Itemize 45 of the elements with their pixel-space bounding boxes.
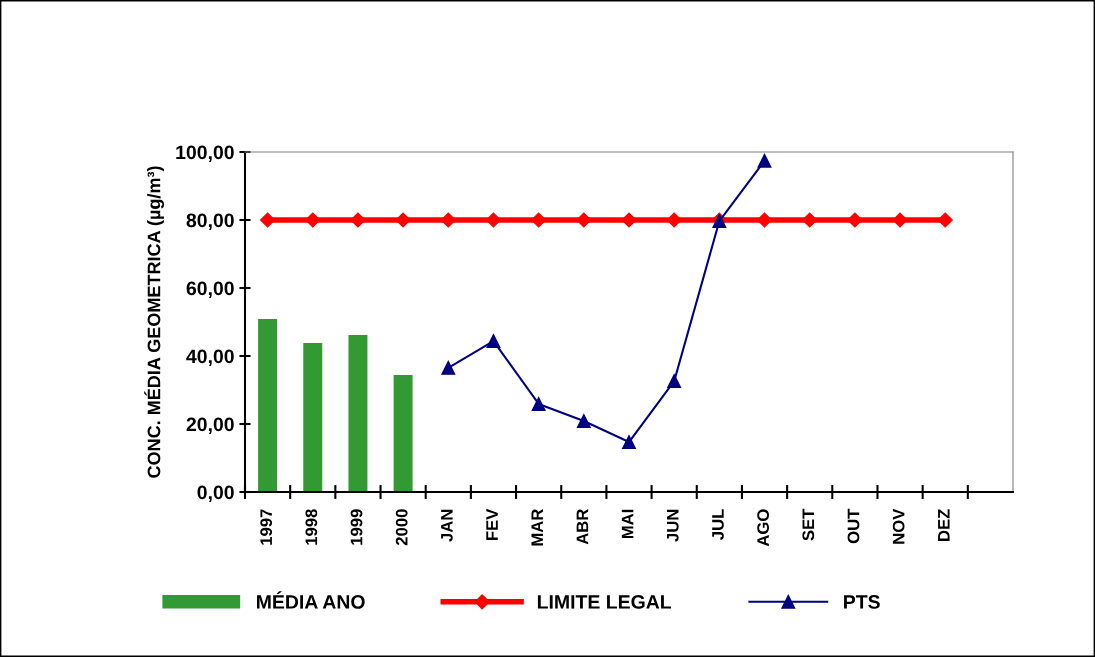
x-tick-label: SET: [802, 508, 815, 541]
point: [937, 212, 953, 228]
point: [395, 212, 411, 228]
point: [576, 413, 591, 428]
x-tick-label: 1998: [305, 509, 318, 545]
x-tick-label: ABR: [576, 509, 589, 545]
point: [531, 212, 547, 228]
x-tick-label: FEV: [486, 508, 498, 540]
point: [757, 153, 772, 168]
x-tick-label: MAR: [531, 509, 543, 546]
point: [621, 212, 637, 228]
point: [892, 212, 908, 228]
y-tick-label: 80,00: [186, 213, 234, 231]
x-tick-label: DEZ: [938, 509, 950, 541]
x-tick-label: JAN: [441, 509, 453, 542]
x-tick-label: 1997: [260, 509, 273, 545]
point: [847, 212, 863, 228]
x-tick-label: JUL: [712, 509, 724, 540]
y-tick-label: 0,00: [197, 485, 234, 503]
point: [441, 360, 456, 375]
y-tick-label: 40,00: [186, 349, 234, 367]
point: [305, 212, 321, 228]
y-axis-title: CONC. MÉDIA GEOMETRICA (µg/m³): [144, 166, 165, 478]
x-tick-label: JUN: [667, 509, 679, 542]
legend-label: MÉDIA ANO: [257, 591, 365, 609]
point: [802, 212, 818, 228]
x-tick-label: 2000: [395, 509, 408, 546]
point: [667, 374, 682, 389]
x-tick-label: NOV: [892, 508, 905, 544]
x-tick-label: AGO: [757, 509, 769, 547]
point: [531, 396, 546, 411]
x-tick-label: OUT: [847, 508, 860, 544]
y-tick-label: 100,00: [176, 145, 234, 163]
point: [622, 435, 636, 449]
x-tick-label: 1999: [350, 509, 363, 545]
point: [666, 212, 682, 228]
x-tick-label: MAI: [621, 509, 634, 539]
point: [440, 212, 456, 228]
legend-label: PTS: [844, 595, 880, 609]
legend-label: LIMITE LEGAL: [537, 595, 672, 609]
point: [576, 212, 592, 228]
y-tick-label: 20,00: [186, 417, 234, 435]
y-tick-label: 60,00: [186, 281, 234, 299]
point: [350, 212, 366, 228]
point: [486, 334, 501, 348]
